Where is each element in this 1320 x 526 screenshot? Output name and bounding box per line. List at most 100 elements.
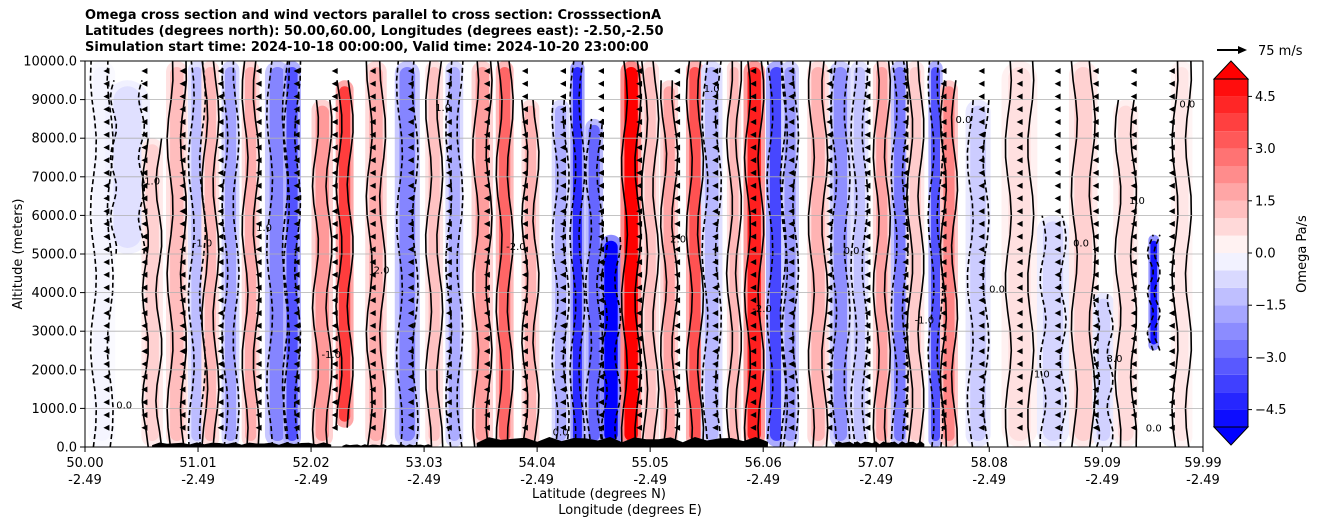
wind-vector [636,361,643,367]
wind-vector [864,68,871,74]
wind-vector [445,399,452,406]
wind-vector [560,80,566,87]
wind-vector [217,80,224,87]
colorbar-segment [1214,392,1248,410]
wind-vector [788,68,795,74]
wind-vector [1054,233,1061,240]
wind-vector [940,322,947,329]
wind-vector [255,119,262,125]
wind-vector [1130,297,1137,304]
colorbar-segment [1214,166,1248,184]
wind-vector [560,373,566,380]
wind-vector [407,284,414,291]
wind-vector [1130,131,1137,138]
wind-vector [750,246,757,253]
wind-vector [141,157,148,164]
wind-vector [598,348,604,355]
omega-contour-line [137,80,146,255]
wind-vector [826,373,833,380]
wind-vector [255,157,262,164]
wind-vector [1092,335,1099,342]
wind-vector [293,348,300,355]
wind-vector [750,322,757,329]
wind-vector [788,182,795,189]
wind-vector [293,322,300,329]
wind-vector [560,297,566,304]
wind-vector [331,208,338,215]
wind-vector [636,373,643,380]
wind-vector [445,424,452,431]
wind-vector [902,68,909,74]
wind-vector [826,195,833,202]
contour-label: 1.0 [1034,370,1050,381]
x-tick-label-latitude: 53.03 [405,456,442,471]
wind-vector [788,220,795,227]
colorbar-segment [1214,96,1248,114]
wind-vector [521,246,528,253]
wind-vector [521,348,528,355]
wind-vector [445,144,452,151]
wind-vector [331,271,338,278]
wind-vector [521,271,528,278]
wind-vector [179,80,186,87]
wind-vector [445,373,452,380]
wind-vector [521,157,528,164]
colorbar-segment [1214,148,1248,166]
wind-vector [331,348,338,355]
wind-vector [1168,246,1175,253]
wind-vector [331,182,338,189]
wind-vector [636,348,643,355]
wind-vector [407,157,414,164]
wind-vector [293,182,300,189]
wind-vector [902,169,909,176]
wind-vector [369,68,376,74]
wind-vector [826,169,833,176]
wind-vector [1130,259,1137,266]
wind-vector [560,157,566,164]
wind-vector [331,361,338,367]
wind-vector [141,68,148,74]
wind-vector [179,271,186,278]
wind-vector [521,373,528,380]
omega-band [113,86,142,248]
wind-vector [293,169,300,176]
wind-vector [255,322,262,329]
wind-vector [750,259,757,266]
wind-vector [1168,131,1175,138]
wind-vector [940,412,947,418]
wind-vector [445,208,452,215]
wind-vector [293,386,300,393]
wind-vector [560,246,566,253]
wind-vector [331,297,338,304]
wind-vector [103,386,110,393]
wind-vector [674,361,681,367]
wind-vector [560,271,566,278]
wind-vector [1016,68,1023,74]
wind-vector [103,259,110,266]
wind-vector [1054,246,1061,253]
wind-vector [103,119,110,125]
wind-vector [978,335,985,342]
wind-vector [369,399,376,406]
wind-vector [598,144,604,151]
omega-contour-line [1106,292,1114,447]
colorbar-segment [1214,113,1248,132]
y-axis: 0.0 1000.0 2000.0 3000.0 4000.0 5000.0 6000.0 7… [23,55,85,456]
y-tick-label: 0.0 [56,441,77,456]
wind-vector [369,119,376,125]
wind-vector [445,310,452,317]
wind-vector [1016,373,1023,380]
wind-vector [712,310,719,317]
x-axis-title-latitude: Latitude (degrees N) [532,487,666,502]
wind-vector [369,361,376,367]
wind-vector [1054,80,1061,87]
wind-vector [636,119,643,125]
x-tick-label-longitude: -2.49 [294,473,328,488]
wind-vector [483,424,490,431]
wind-vector [598,399,604,406]
wind-vector [103,68,110,74]
wind-vector [407,93,414,100]
contour-label: 2.0 [374,265,390,276]
wind-vector [1092,297,1099,304]
wind-vector [1016,259,1023,266]
